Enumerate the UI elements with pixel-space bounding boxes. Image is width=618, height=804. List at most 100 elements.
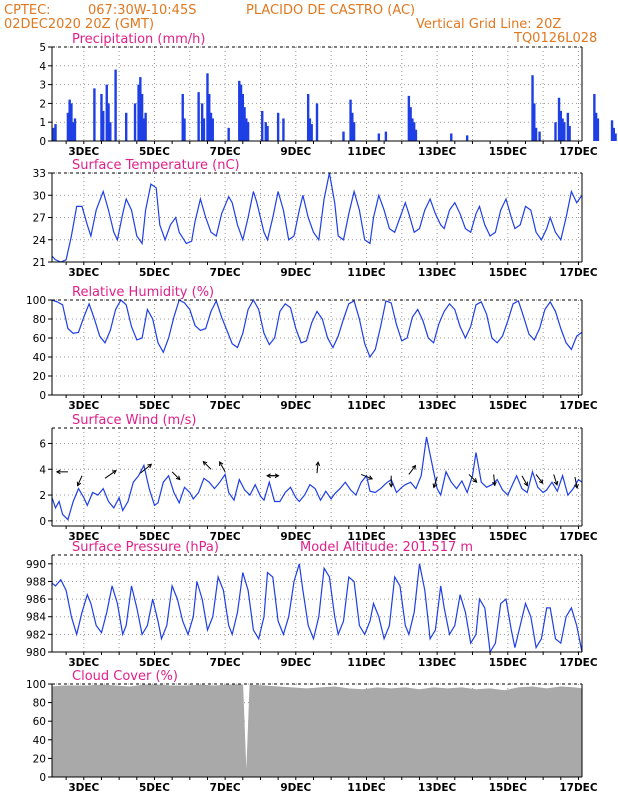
- wind-vector-head: [492, 481, 497, 487]
- wind-vector-head: [368, 475, 374, 480]
- y-tick-label: 80: [33, 698, 46, 710]
- wind-vector-head: [315, 461, 321, 467]
- x-tick-label: 5DEC: [139, 267, 170, 279]
- y-tick-label: 33: [33, 168, 46, 180]
- precip-bar: [594, 112, 598, 141]
- precip-bar: [102, 110, 105, 141]
- precip-bar: [137, 84, 140, 141]
- x-tick-label: 17DEC: [559, 146, 598, 158]
- y-tick-label: 21: [33, 257, 46, 269]
- precip-bar: [243, 107, 246, 141]
- precip-bar: [52, 127, 55, 141]
- y-tick-label: 0: [39, 516, 46, 528]
- wind-vector-head: [472, 478, 478, 483]
- wind-vector-head: [175, 475, 181, 481]
- panel-4: 980 982 984 986 988 990 3DEC 5DEC 7DEC 9DEC 11DEC 1…: [26, 540, 598, 669]
- y-tick-label: 40: [33, 735, 46, 747]
- y-tick-label: 990: [26, 559, 46, 571]
- precip-bar: [114, 69, 117, 141]
- panel-2: 0 20 40 60 80 100 3DEC 5DEC 7DEC 9DEC 11DEC 13DEC 15…: [26, 285, 598, 412]
- y-tick-label: 980: [26, 647, 46, 659]
- precip-bar: [133, 103, 137, 141]
- x-tick-label: 13DEC: [418, 782, 457, 794]
- wind-vector-head: [76, 481, 82, 487]
- precip-bar: [561, 118, 564, 141]
- x-tick-label: 17DEC: [559, 531, 598, 543]
- y-tick-label: 5: [39, 42, 46, 54]
- x-tick-label: 11DEC: [347, 400, 386, 412]
- header-agency: CPTEC:: [4, 3, 51, 18]
- precip-bar: [54, 124, 57, 141]
- panel-title: Relative Humidity (%): [72, 285, 214, 300]
- x-tick-label: 17DEC: [559, 657, 598, 669]
- precip-bar: [531, 75, 534, 141]
- x-tick-label: 5DEC: [139, 400, 170, 412]
- precip-bar: [202, 118, 206, 141]
- wind-vector-head: [411, 464, 417, 470]
- y-tick-label: 1: [39, 117, 46, 129]
- x-tick-label: 5DEC: [139, 657, 170, 669]
- precip-bar: [125, 112, 128, 141]
- precip-bar: [264, 122, 267, 141]
- precip-bar: [409, 107, 412, 141]
- x-tick-label: 7DEC: [210, 531, 241, 543]
- x-tick-label: 15DEC: [489, 657, 528, 669]
- panel-5: 0 20 40 60 80 100 3DEC 5DEC 7DEC 9DEC 11DEC 13DEC 15…: [26, 669, 598, 794]
- panel-annotation: Model Altitude: 201.517 m: [300, 540, 473, 555]
- wind-vector-head: [553, 480, 559, 486]
- precip-bar: [142, 118, 146, 141]
- x-tick-label: 7DEC: [210, 146, 241, 158]
- precip-bar: [107, 103, 110, 141]
- panel-title: Surface Temperature (nC): [72, 158, 240, 173]
- y-tick-label: 100: [26, 679, 46, 691]
- wind-vector: [104, 470, 117, 479]
- precip-bar: [105, 84, 108, 141]
- precip-bar: [568, 125, 571, 141]
- y-tick-label: 30: [33, 190, 46, 202]
- x-tick-label: 3DEC: [68, 531, 99, 543]
- precip-bar: [533, 103, 536, 141]
- y-tick-label: 988: [26, 576, 46, 588]
- precip-bar: [144, 112, 147, 141]
- wind-vector: [202, 461, 212, 470]
- precip-bar: [72, 122, 75, 141]
- x-tick-label: 11DEC: [347, 657, 386, 669]
- y-tick-label: 20: [33, 371, 46, 383]
- series-line-0: [51, 172, 583, 263]
- y-tick-label: 3: [39, 80, 46, 92]
- header-coords: 067:30W-10:45S: [88, 3, 196, 18]
- precip-bar: [140, 94, 144, 141]
- precip-bar: [276, 112, 280, 141]
- x-tick-label: 15DEC: [489, 531, 528, 543]
- precip-bar: [208, 94, 211, 141]
- precip-bar: [261, 110, 264, 141]
- panel-3: 0 2 4 6 3DEC 5DEC 7DEC 9DEC 11DEC 13DEC 15DEC 17DEC…: [39, 413, 598, 543]
- x-tick-label: 11DEC: [347, 146, 386, 158]
- precip-bar: [139, 77, 142, 141]
- y-tick-label: 20: [33, 753, 46, 765]
- wind-vector: [360, 473, 373, 480]
- precip-bar: [596, 118, 600, 141]
- header-init-time: 02DEC2020 20Z (GMT): [4, 17, 154, 32]
- precip-bar: [70, 103, 73, 141]
- wind-vector-head: [538, 479, 544, 485]
- x-tick-label: 7DEC: [210, 400, 241, 412]
- wind-vector: [77, 475, 83, 486]
- wind-vector-head: [147, 463, 153, 469]
- series-line-0: [51, 298, 583, 359]
- panel-title: Surface Pressure (hPa): [72, 540, 219, 555]
- precip-bar: [377, 133, 381, 141]
- series-line-0: [51, 563, 583, 654]
- precip-bar: [414, 129, 418, 141]
- y-tick-label: 2: [39, 98, 46, 110]
- x-tick-label: 9DEC: [280, 782, 311, 794]
- wind-vector: [316, 462, 319, 474]
- precip-bar: [93, 88, 96, 141]
- precip-bar: [557, 97, 561, 141]
- panel-title: Precipitation (mm/h): [72, 32, 205, 47]
- precip-bar: [315, 103, 319, 141]
- wind-vector: [521, 475, 528, 486]
- precip-bar: [412, 122, 416, 141]
- wind-vector-head: [111, 469, 117, 475]
